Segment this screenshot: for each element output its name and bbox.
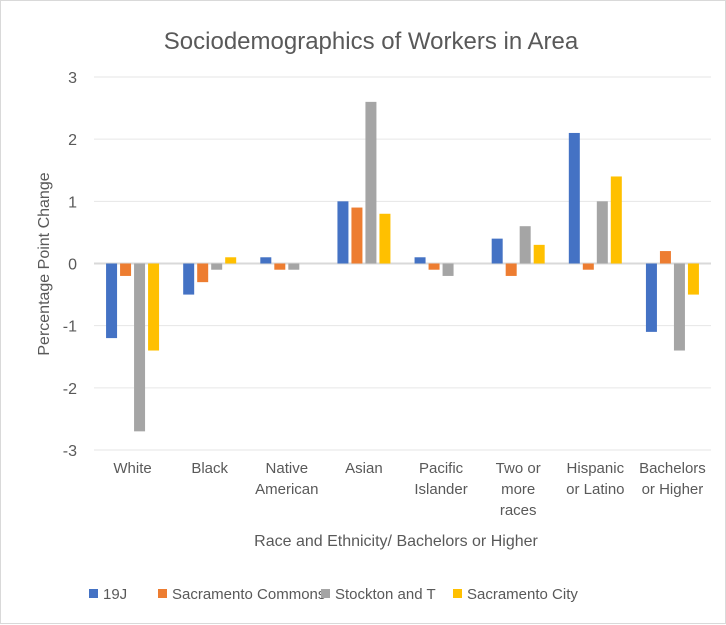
legend-label: Stockton and T — [335, 586, 436, 603]
x-tick-label: Islander — [414, 481, 467, 498]
legend-swatch — [321, 589, 330, 598]
legend-label: Sacramento Commons — [172, 586, 325, 603]
y-tick-label: -3 — [63, 443, 77, 460]
x-tick-label: Asian — [345, 460, 383, 477]
bar-sacramento-commons — [582, 263, 594, 270]
bar-sacramento-city — [225, 257, 237, 264]
legend-label: Sacramento City — [467, 586, 578, 603]
bar-sacramento-city — [610, 176, 622, 264]
y-axis-label: Percentage Point Change — [36, 172, 53, 355]
y-tick-label: -2 — [63, 381, 77, 398]
x-tick-label: or Latino — [566, 481, 624, 498]
bar-sacramento-commons — [351, 207, 363, 264]
x-tick-label: Two or — [496, 460, 541, 477]
x-tick-label: American — [255, 481, 318, 498]
bar-sacramento-commons — [274, 263, 286, 270]
y-tick-label: 2 — [68, 132, 77, 149]
bar-stockton-and-t — [288, 263, 300, 270]
legend-label: 19J — [103, 586, 127, 603]
x-tick-label: races — [500, 502, 537, 519]
bar-sacramento-commons — [659, 251, 671, 264]
x-tick-label: Hispanic — [567, 460, 625, 477]
bar-sacramento-commons — [120, 263, 132, 276]
y-tick-label: -1 — [63, 319, 77, 336]
bar-sacramento-city — [687, 263, 699, 295]
x-tick-label: Black — [191, 460, 228, 477]
bar-19j — [106, 263, 118, 339]
bar-sacramento-commons — [505, 263, 517, 276]
bar-19j — [183, 263, 195, 295]
bar-19j — [491, 238, 503, 264]
bar-stockton-and-t — [211, 263, 223, 270]
bar-sacramento-city — [533, 244, 545, 264]
bar-19j — [414, 257, 426, 264]
bar-19j — [260, 257, 272, 264]
y-tick-label: 0 — [68, 257, 77, 274]
bar-stockton-and-t — [134, 263, 146, 432]
bar-stockton-and-t — [673, 263, 685, 351]
legend-swatch — [453, 589, 462, 598]
bar-stockton-and-t — [519, 226, 531, 264]
bar-sacramento-commons — [197, 263, 209, 283]
bar-19j — [568, 132, 580, 264]
x-tick-label: Native — [266, 460, 309, 477]
bar-sacramento-commons — [428, 263, 440, 270]
y-tick-label: 1 — [68, 194, 77, 211]
x-tick-label: Bachelors — [639, 460, 706, 477]
x-tick-label: or Higher — [642, 481, 704, 498]
bar-stockton-and-t — [596, 201, 608, 264]
y-tick-label: 3 — [68, 70, 77, 87]
bar-sacramento-city — [148, 263, 160, 351]
x-tick-label: Pacific — [419, 460, 464, 477]
bar-stockton-and-t — [365, 101, 377, 264]
bar-stockton-and-t — [442, 263, 454, 276]
bar-19j — [337, 201, 349, 264]
legend-swatch — [158, 589, 167, 598]
x-tick-label: more — [501, 481, 535, 498]
legend-swatch — [89, 589, 98, 598]
x-tick-label: White — [113, 460, 151, 477]
x-axis-label: Race and Ethnicity/ Bachelors or Higher — [254, 533, 538, 550]
bar-sacramento-city — [379, 213, 391, 264]
chart-title: Sociodemographics of Workers in Area — [164, 28, 579, 55]
bar-19j — [645, 263, 657, 332]
